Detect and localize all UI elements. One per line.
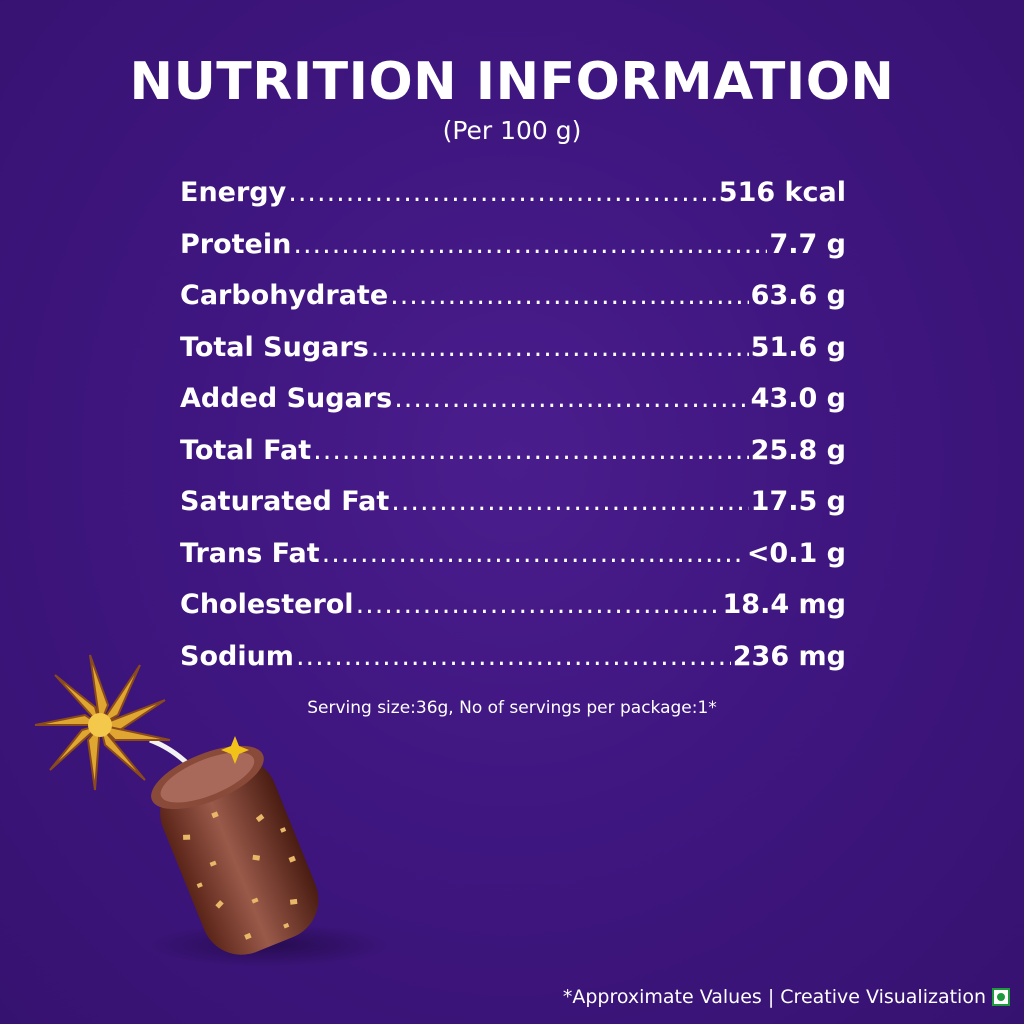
nutrient-row: Saturated Fat 17.5 g bbox=[180, 486, 846, 538]
nutrient-name: Saturated Fat bbox=[180, 486, 390, 517]
leader-dots bbox=[322, 538, 745, 569]
chocolate-firecracker-icon bbox=[34, 654, 390, 967]
leader-dots bbox=[371, 332, 749, 363]
nutrient-value: 43.0 g bbox=[750, 383, 846, 414]
leader-dots bbox=[390, 280, 749, 311]
nutrient-value: 18.4 mg bbox=[722, 589, 846, 620]
page-title: NUTRITION INFORMATION bbox=[129, 52, 895, 112]
nutrient-row: Total Fat 25.8 g bbox=[180, 435, 846, 487]
nutrient-value: 17.5 g bbox=[750, 486, 846, 517]
per-100g-subtitle: (Per 100 g) bbox=[442, 116, 582, 145]
leader-dots bbox=[313, 435, 749, 466]
nutrient-row: Trans Fat <0.1 g bbox=[180, 538, 846, 590]
nutrient-name: Added Sugars bbox=[180, 383, 393, 414]
nutrition-table: Energy 516 kcal Protein 7.7 g Carbohydra… bbox=[180, 177, 846, 692]
nutrient-value: 7.7 g bbox=[769, 228, 846, 260]
nutrient-name: Total Sugars bbox=[180, 331, 369, 363]
nutrient-value: 236 mg bbox=[732, 640, 846, 672]
nutrient-name: Carbohydrate bbox=[180, 280, 389, 311]
footer-disclaimer: *Approximate Values | Creative Visualiza… bbox=[562, 986, 986, 1008]
veg-symbol-icon bbox=[992, 988, 1010, 1006]
nutrient-row: Total Sugars 51.6 g bbox=[180, 332, 846, 384]
leader-dots bbox=[293, 229, 767, 260]
nutrient-name: Energy bbox=[180, 177, 287, 208]
nutrient-value: 51.6 g bbox=[750, 331, 846, 363]
nutrient-row: Energy 516 kcal bbox=[180, 177, 846, 229]
footer: *Approximate Values | Creative Visualiza… bbox=[563, 986, 1010, 1008]
leader-dots bbox=[288, 177, 717, 208]
serving-size-note: Serving size:36g, No of servings per pac… bbox=[307, 698, 717, 718]
nutrient-value: 25.8 g bbox=[750, 434, 846, 466]
nutrient-name: Total Fat bbox=[180, 434, 312, 466]
nutrient-row: Cholesterol 18.4 mg bbox=[180, 589, 846, 641]
nutrient-row: Sodium 236 mg bbox=[180, 641, 846, 693]
leader-dots bbox=[394, 383, 748, 414]
nutrient-row: Added Sugars 43.0 g bbox=[180, 383, 846, 435]
nutrient-value: <0.1 g bbox=[746, 537, 846, 569]
nutrient-name: Cholesterol bbox=[180, 589, 354, 620]
nutrient-value: 516 kcal bbox=[718, 177, 846, 208]
nutrient-name: Trans Fat bbox=[180, 537, 320, 569]
nutrient-name: Sodium bbox=[180, 640, 294, 672]
leader-dots bbox=[391, 486, 748, 517]
nutrient-name: Protein bbox=[180, 228, 292, 260]
nutrient-row: Protein 7.7 g bbox=[180, 229, 846, 281]
nutrient-value: 63.6 g bbox=[750, 280, 846, 311]
leader-dots bbox=[356, 589, 721, 620]
nutrient-row: Carbohydrate 63.6 g bbox=[180, 280, 846, 332]
